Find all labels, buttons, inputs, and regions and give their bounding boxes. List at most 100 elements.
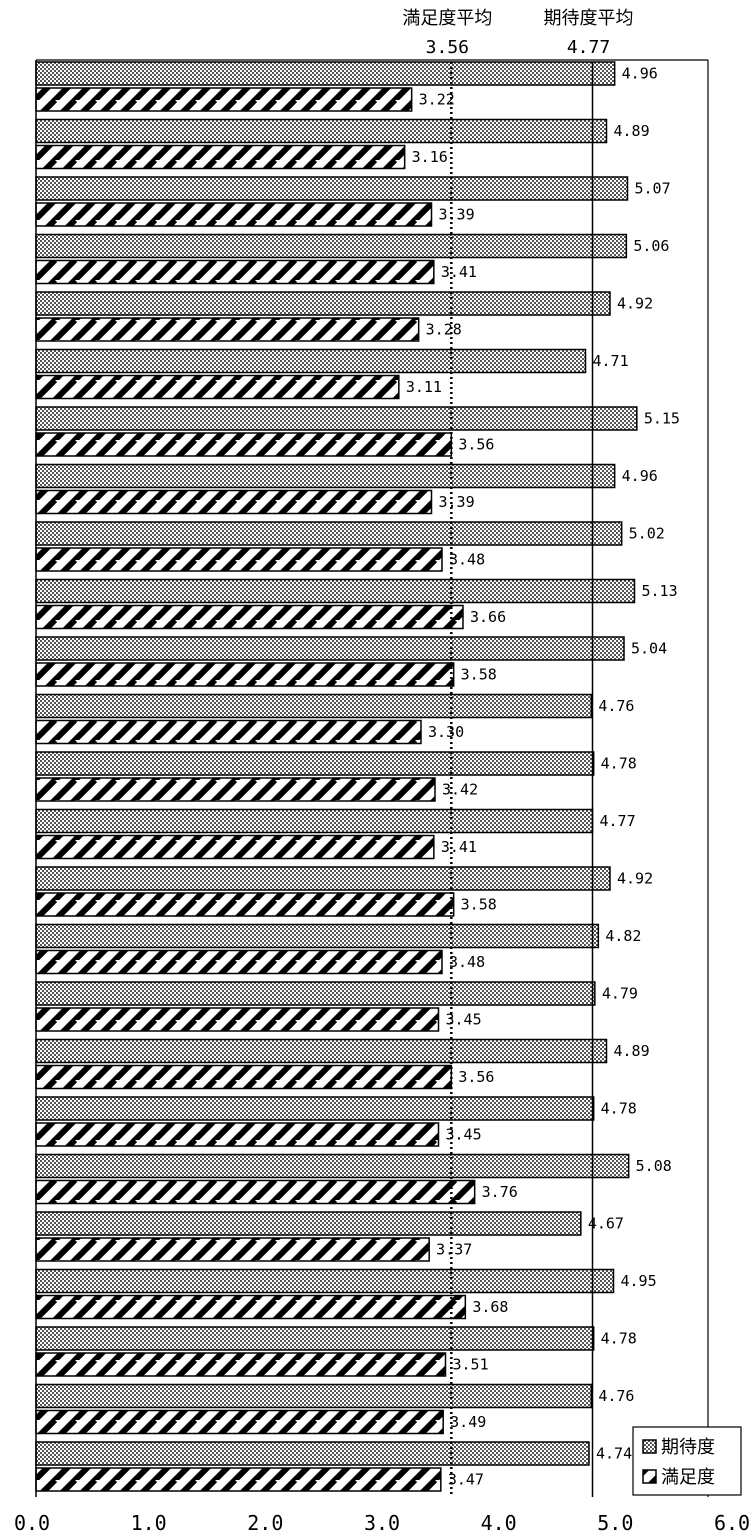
satisfaction-bar-20 bbox=[35, 1179, 476, 1205]
satisfaction-value-label-20: 3.76 bbox=[482, 1183, 518, 1201]
expectation-bar-10 bbox=[35, 578, 636, 604]
satisfaction-value-label-16: 3.48 bbox=[449, 953, 485, 971]
satisfaction-value-label-3: 3.39 bbox=[439, 206, 475, 224]
expectation-value-label-25: 4.74 bbox=[596, 1445, 632, 1463]
satisfaction-average-value: 3.56 bbox=[426, 37, 469, 58]
satisfaction-bar-9 bbox=[35, 547, 443, 572]
satisfaction-bar-12 bbox=[35, 719, 422, 745]
expectation-bar-16 bbox=[35, 923, 600, 949]
x-tick-label-0-0: 0.0 bbox=[14, 1511, 50, 1535]
satisfaction-value-label-5: 3.28 bbox=[426, 321, 462, 339]
x-tick-label-1-0: 1.0 bbox=[131, 1511, 167, 1535]
satisfaction-value-label-22: 3.68 bbox=[472, 1298, 508, 1316]
expectation-value-label-23: 4.78 bbox=[601, 1330, 637, 1348]
legend-label-expectation: 期待度 bbox=[661, 1437, 715, 1458]
satisfaction-value-label-12: 3.30 bbox=[428, 723, 464, 741]
expectation-value-label-2: 4.89 bbox=[614, 122, 650, 140]
expectation-bar-15 bbox=[35, 866, 611, 891]
satisfaction-bar-2 bbox=[35, 144, 406, 170]
legend-label-satisfaction: 満足度 bbox=[661, 1467, 715, 1488]
satisfaction-bar-19 bbox=[35, 1122, 440, 1147]
satisfaction-bar-8 bbox=[35, 489, 433, 515]
satisfaction-bar-17 bbox=[35, 1007, 440, 1032]
expectation-value-label-21: 4.67 bbox=[588, 1215, 624, 1233]
expectation-value-label-6: 4.71 bbox=[593, 352, 629, 370]
satisfaction-bar-4 bbox=[35, 259, 435, 285]
expectation-value-label-13: 4.78 bbox=[601, 755, 637, 773]
legend-swatch-expectation bbox=[642, 1439, 657, 1454]
expectation-value-label-15: 4.92 bbox=[617, 870, 653, 888]
satisfaction-value-label-23: 3.51 bbox=[453, 1356, 489, 1374]
satisfaction-value-label-19: 3.45 bbox=[446, 1126, 482, 1144]
legend-swatch-satisfaction bbox=[642, 1469, 657, 1484]
satisfaction-bar-13 bbox=[35, 777, 436, 802]
expectation-value-label-5: 4.92 bbox=[617, 295, 653, 313]
expectation-bar-1 bbox=[35, 61, 616, 86]
satisfaction-value-label-4: 3.41 bbox=[441, 263, 477, 281]
expectation-value-label-4: 5.06 bbox=[633, 237, 669, 255]
satisfaction-value-label-15: 3.58 bbox=[461, 896, 497, 914]
expectation-value-label-8: 4.96 bbox=[622, 467, 658, 485]
satisfaction-value-label-13: 3.42 bbox=[442, 781, 478, 799]
satisfaction-value-label-7: 3.56 bbox=[458, 436, 494, 454]
expectation-bar-22 bbox=[35, 1268, 615, 1294]
expectation-bar-2 bbox=[35, 118, 608, 144]
expectation-value-label-16: 4.82 bbox=[605, 927, 641, 945]
satisfaction-value-label-18: 3.56 bbox=[458, 1068, 494, 1086]
expectation-value-label-20: 5.08 bbox=[636, 1157, 672, 1175]
expectation-value-label-14: 4.77 bbox=[600, 812, 636, 830]
satisfaction-bar-7 bbox=[35, 432, 453, 457]
satisfaction-bar-11 bbox=[35, 662, 455, 687]
expectation-bar-17 bbox=[35, 981, 596, 1006]
satisfaction-bar-15 bbox=[35, 892, 455, 917]
satisfaction-value-label-8: 3.39 bbox=[439, 493, 475, 511]
satisfaction-bar-5 bbox=[35, 317, 420, 342]
x-tick-label-2-0: 2.0 bbox=[247, 1511, 283, 1535]
satisfaction-bar-10 bbox=[35, 604, 464, 630]
satisfaction-value-label-24: 3.49 bbox=[450, 1413, 486, 1431]
expectation-value-label-18: 4.89 bbox=[614, 1042, 650, 1060]
expectation-value-label-19: 4.78 bbox=[601, 1100, 637, 1118]
satisfaction-value-label-11: 3.58 bbox=[461, 666, 497, 684]
satisfaction-value-label-6: 3.11 bbox=[406, 378, 442, 396]
expectation-bar-24 bbox=[35, 1383, 593, 1409]
expectation-bar-18 bbox=[35, 1038, 608, 1064]
satisfaction-value-label-10: 3.66 bbox=[470, 608, 506, 626]
satisfaction-value-label-2: 3.16 bbox=[412, 148, 448, 166]
expectation-value-label-11: 5.04 bbox=[631, 640, 667, 658]
expectation-value-label-9: 5.02 bbox=[629, 525, 665, 543]
satisfaction-bar-21 bbox=[35, 1237, 430, 1262]
x-tick-label-4-0: 4.0 bbox=[481, 1511, 517, 1535]
satisfaction-bar-23 bbox=[35, 1352, 447, 1377]
satisfaction-bar-16 bbox=[35, 949, 443, 975]
expectation-bar-7 bbox=[35, 406, 638, 431]
satisfaction-value-label-21: 3.37 bbox=[436, 1241, 472, 1259]
expectation-bar-5 bbox=[35, 291, 611, 316]
satisfaction-bar-18 bbox=[35, 1064, 453, 1090]
expectation-bar-13 bbox=[35, 751, 595, 776]
expectation-bar-6 bbox=[35, 348, 587, 374]
satisfaction-bar-1 bbox=[35, 87, 413, 112]
expectation-average-title: 期待度平均 bbox=[544, 8, 634, 29]
expectation-average-value: 4.77 bbox=[567, 37, 610, 58]
expectation-bar-21 bbox=[35, 1211, 582, 1236]
satisfaction-average-title: 満足度平均 bbox=[402, 8, 492, 29]
expectation-value-label-7: 5.15 bbox=[644, 410, 680, 428]
expectation-bar-23 bbox=[35, 1326, 595, 1351]
expectation-value-label-17: 4.79 bbox=[602, 985, 638, 1003]
expectation-bar-11 bbox=[35, 636, 625, 661]
expectation-bar-20 bbox=[35, 1153, 630, 1179]
satisfaction-value-label-14: 3.41 bbox=[441, 838, 477, 856]
expectation-value-label-3: 5.07 bbox=[635, 180, 671, 198]
satisfaction-value-label-9: 3.48 bbox=[449, 551, 485, 569]
satisfaction-bar-6 bbox=[35, 374, 400, 400]
satisfaction-bar-25 bbox=[35, 1467, 442, 1492]
expectation-bar-19 bbox=[35, 1096, 595, 1121]
x-tick-label-6-0: 6.0 bbox=[714, 1511, 750, 1535]
expectation-value-label-1: 4.96 bbox=[622, 65, 658, 83]
expectation-bar-14 bbox=[35, 808, 594, 834]
satisfaction-bar-22 bbox=[35, 1294, 467, 1320]
expectation-value-label-24: 4.76 bbox=[598, 1387, 634, 1405]
